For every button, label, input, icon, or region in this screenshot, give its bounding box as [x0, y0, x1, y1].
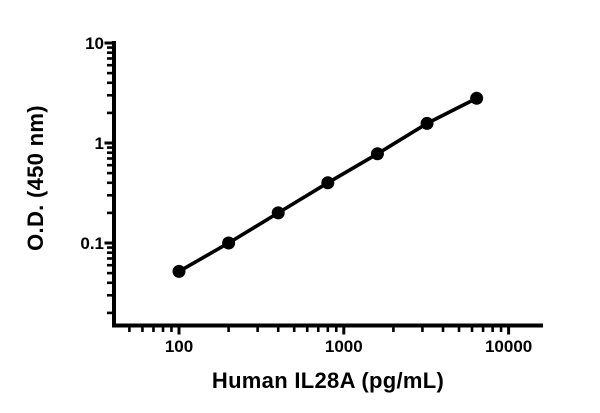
x-tick-label: 10000	[485, 337, 532, 356]
x-tick-label: 100	[165, 337, 193, 356]
data-point	[470, 91, 484, 105]
x-axis-label: Human IL28A (pg/mL)	[211, 368, 445, 393]
y-tick-label: 1	[95, 134, 104, 153]
data-point	[321, 176, 335, 190]
y-tick-label: 0.1	[80, 234, 104, 253]
data-point	[172, 264, 186, 278]
y-tick-label: 10	[85, 34, 104, 53]
data-point	[222, 236, 236, 250]
x-tick-label: 1000	[325, 337, 363, 356]
data-point	[370, 147, 384, 161]
data-point	[420, 116, 434, 130]
y-axis-label: O.D. (450 nm)	[23, 105, 48, 251]
data-point	[271, 206, 285, 220]
